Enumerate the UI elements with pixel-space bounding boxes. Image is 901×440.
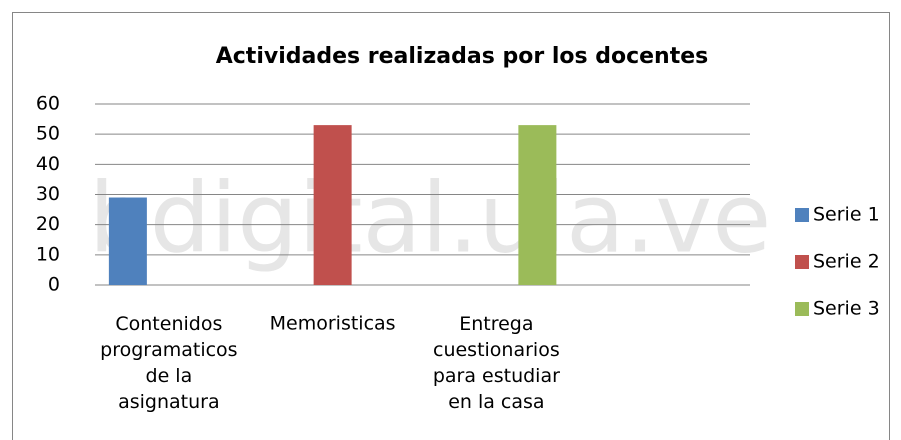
- legend-swatch: [795, 208, 809, 222]
- chart-border: [12, 12, 890, 440]
- x-tick-label: Entrega cuestionarios para estudiar en la c…: [433, 313, 560, 413]
- bar: [108, 197, 147, 285]
- bar: [518, 125, 557, 285]
- y-tick-label: 20: [36, 213, 60, 235]
- watermark: bdigital.ula.ve: [89, 162, 772, 274]
- y-tick-label: 0: [48, 274, 60, 296]
- y-tick-label: 40: [36, 153, 60, 175]
- legend-swatch: [795, 302, 809, 316]
- legend-label: Serie 2: [813, 251, 880, 273]
- x-tick-label: Contenidos programaticos de la asignatura: [100, 313, 237, 413]
- y-tick-label: 60: [36, 93, 60, 115]
- y-tick-label: 10: [36, 243, 60, 265]
- bar: [313, 125, 352, 285]
- y-tick-label: 30: [36, 183, 60, 205]
- chart-title: Actividades realizadas por los docentes: [216, 44, 709, 69]
- legend-label: Serie 3: [813, 298, 880, 320]
- y-tick-label: 50: [36, 123, 60, 145]
- legend-label: Serie 1: [813, 204, 880, 226]
- legend-swatch: [795, 255, 809, 269]
- x-tick-label: Memoristicas: [270, 313, 396, 335]
